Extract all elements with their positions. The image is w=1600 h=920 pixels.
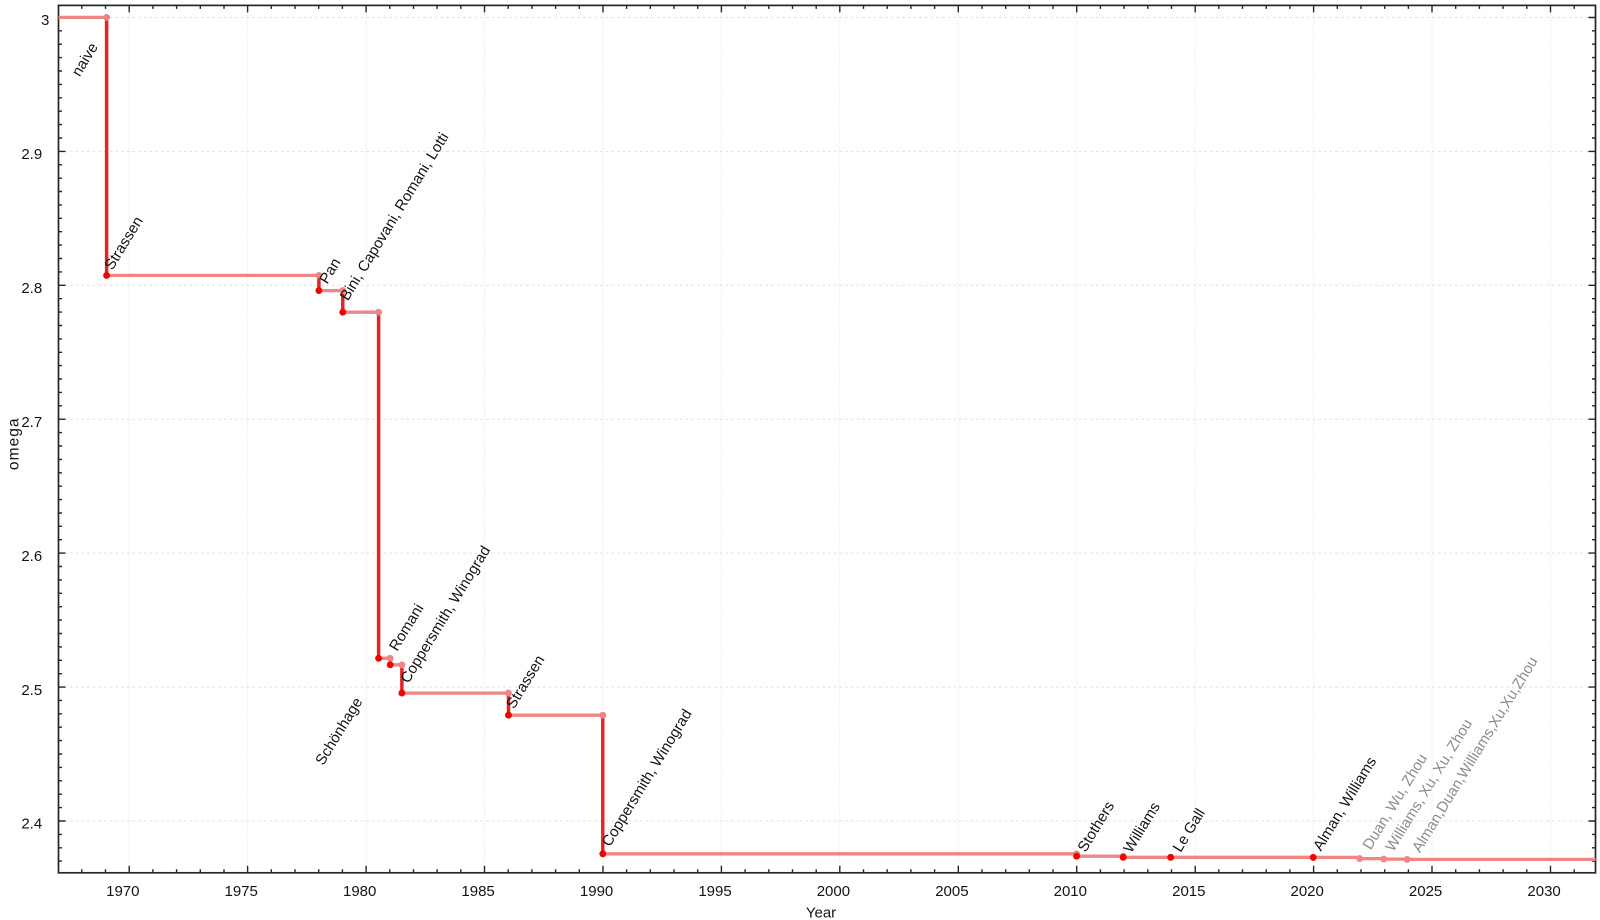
svg-text:1970: 1970 (106, 883, 139, 900)
svg-text:1990: 1990 (580, 883, 613, 900)
svg-text:2.9: 2.9 (21, 146, 42, 163)
svg-text:2.4: 2.4 (21, 816, 42, 833)
svg-text:2.5: 2.5 (21, 682, 42, 699)
svg-text:2000: 2000 (817, 883, 850, 900)
svg-text:2030: 2030 (1527, 883, 1560, 900)
svg-text:2.7: 2.7 (21, 414, 42, 431)
svg-text:2.6: 2.6 (21, 548, 42, 565)
svg-text:omega: omega (5, 417, 22, 470)
svg-text:Year: Year (806, 905, 836, 920)
svg-text:2010: 2010 (1054, 883, 1087, 900)
svg-text:1975: 1975 (225, 883, 258, 900)
svg-text:2020: 2020 (1291, 883, 1324, 900)
svg-text:2005: 2005 (935, 883, 968, 900)
svg-text:2015: 2015 (1172, 883, 1205, 900)
svg-text:1985: 1985 (461, 883, 494, 900)
svg-text:3: 3 (41, 12, 49, 29)
svg-text:1995: 1995 (698, 883, 731, 900)
svg-text:2025: 2025 (1409, 883, 1442, 900)
svg-text:1980: 1980 (343, 883, 376, 900)
svg-text:2.8: 2.8 (21, 280, 42, 297)
